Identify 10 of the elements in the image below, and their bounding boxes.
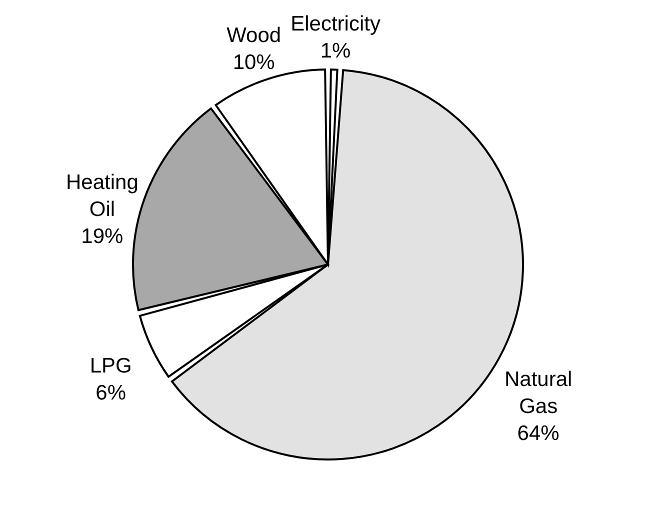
slice-label: Wood: [226, 24, 282, 48]
data-label: 19%: [81, 225, 124, 248]
slice-label: Heating Oil: [66, 171, 138, 222]
slice-label: Natural Gas: [504, 368, 572, 418]
slice-label: Electricity: [290, 12, 381, 36]
data-label: 10%: [232, 51, 275, 74]
data-label: 64%: [517, 422, 560, 446]
data-label: 1%: [320, 40, 351, 63]
slice-label: LPG: [90, 354, 132, 378]
data-label: 6%: [96, 382, 126, 405]
